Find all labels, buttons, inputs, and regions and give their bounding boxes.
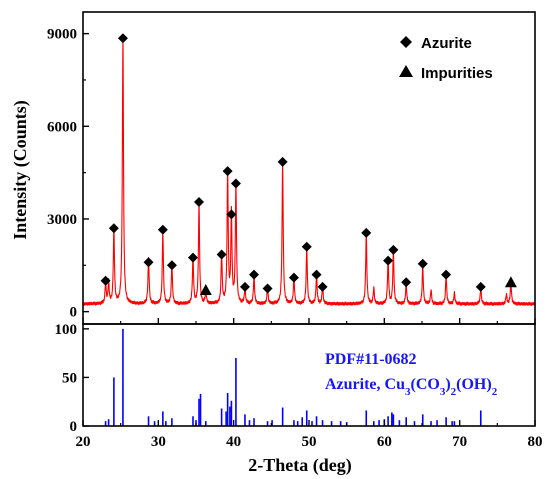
reference-bars — [104, 328, 482, 426]
x-tick-label: 60 — [377, 434, 392, 450]
x-tick-label: 20 — [76, 434, 91, 450]
diamond-marker — [100, 275, 111, 286]
formula-subscript: 2 — [492, 386, 498, 398]
diamond-marker — [361, 227, 372, 238]
diamond-marker — [249, 269, 260, 280]
diamond-marker — [108, 223, 119, 234]
x-tick-label: 80 — [528, 434, 543, 450]
peak-markers — [100, 33, 517, 296]
formula-subscript: 3 — [405, 386, 411, 398]
x-tick-label: 50 — [302, 434, 317, 450]
bottom-frame — [82, 323, 536, 427]
diamond-marker — [216, 249, 227, 260]
diamond-marker — [222, 166, 233, 177]
diamond-marker — [166, 260, 177, 271]
legend: Azurite Impurities — [399, 35, 493, 82]
legend-triangle-marker — [399, 65, 413, 77]
legend-azurite-label: Azurite — [421, 35, 472, 52]
y-tick-label: 100 — [55, 322, 78, 338]
y-tick-label: 0 — [70, 419, 78, 435]
top-panel — [82, 33, 536, 306]
y-tick-label: 0 — [70, 305, 78, 321]
formula-subscript: 3 — [440, 386, 446, 398]
diamond-marker — [317, 281, 328, 292]
diamond-marker — [143, 257, 154, 268]
diamond-marker — [383, 255, 394, 266]
reference-formula: Azurite, Cu3(CO3)2(OH)2 — [325, 376, 498, 398]
diamond-marker — [117, 33, 128, 44]
diamond-marker — [157, 224, 168, 235]
diamond-marker — [311, 269, 322, 280]
diamond-marker — [239, 281, 250, 292]
diamond-marker — [288, 272, 299, 283]
bottom-panel — [104, 328, 482, 426]
triangle-marker — [504, 276, 517, 288]
diamond-marker — [401, 277, 412, 288]
y-tick-label: 6000 — [47, 119, 77, 135]
diamond-marker — [230, 178, 241, 189]
x-tick-label: 40 — [226, 434, 241, 450]
legend-impurities-label: Impurities — [421, 65, 493, 82]
top-frame — [82, 11, 536, 325]
ticks: 0 3000 6000 9000 0 50 100 20 30 40 50 60 70 80 — [47, 27, 543, 450]
diamond-marker — [417, 258, 428, 269]
y-axis-label: Intensity (Counts) — [10, 100, 31, 240]
diamond-marker — [262, 283, 273, 294]
xrd-line — [82, 39, 536, 306]
formula-text: (OH) — [456, 376, 492, 393]
formula-text: (CO — [410, 376, 439, 393]
x-tick-label: 70 — [452, 434, 467, 450]
xrd-pattern-series — [82, 39, 536, 306]
diamond-marker — [441, 269, 452, 280]
diamond-marker — [475, 281, 486, 292]
diamond-marker — [226, 209, 237, 220]
diamond-marker — [277, 156, 288, 167]
reference-label: PDF#11-0682 Azurite, Cu3(CO3)2(OH)2 — [325, 351, 498, 398]
diamond-marker — [194, 196, 205, 207]
y-tick-label: 50 — [62, 370, 77, 386]
triangle-marker — [199, 284, 212, 296]
diamond-marker — [301, 241, 312, 252]
formula-text: Azurite, Cu — [325, 376, 405, 393]
formula-text: ) — [445, 376, 450, 393]
reference-pdf-number: PDF#11-0682 — [325, 351, 417, 368]
diamond-marker — [187, 252, 198, 263]
formula-subscript: 2 — [451, 386, 457, 398]
y-tick-label: 9000 — [47, 27, 77, 43]
x-tick-label: 30 — [151, 434, 166, 450]
legend-diamond-marker — [400, 36, 412, 48]
diamond-marker — [388, 244, 399, 255]
y-tick-label: 3000 — [47, 212, 77, 228]
x-axis-label: 2-Theta (deg) — [248, 455, 351, 476]
